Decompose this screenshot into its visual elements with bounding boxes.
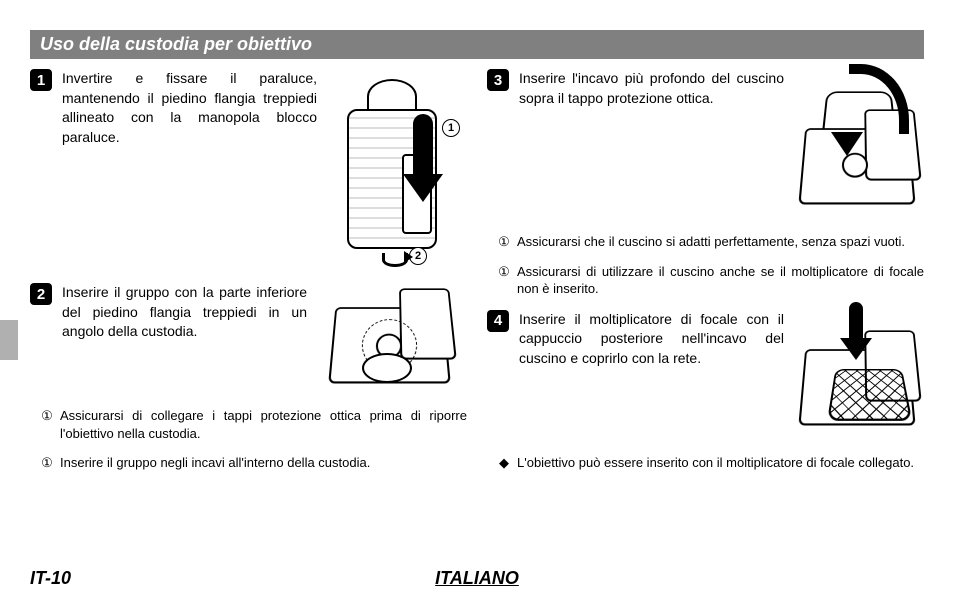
step-1-illustration: 1 2 [327, 69, 467, 269]
step-4: 4 Inserire il moltiplicatore di focale c… [487, 310, 924, 440]
diamond-icon: ◆ [497, 454, 511, 472]
step-2: 2 Inserire il gruppo con la parte inferi… [30, 283, 467, 393]
note-text: Inserire il gruppo negli incavi all'inte… [60, 454, 467, 472]
caution-icon: ① [40, 454, 54, 472]
section-heading: Uso della custodia per obiettivo [30, 30, 924, 59]
right-column: 3 Inserire l'incavo più profondo del cus… [487, 69, 924, 476]
note-text: Assicurarsi di utilizzare il cuscino anc… [517, 263, 924, 298]
left-column: 1 Invertire e fissare il paraluce, mante… [30, 69, 467, 476]
caution-icon: ① [40, 407, 54, 442]
language-label: ITALIANO [435, 568, 519, 589]
caution-icon: ① [497, 233, 511, 251]
side-tab [0, 320, 18, 360]
note: ◆ L'obiettivo può essere inserito con il… [497, 454, 924, 472]
step-4-text: Inserire il moltiplicatore di focale con… [519, 310, 784, 369]
step-number-badge: 1 [30, 69, 52, 91]
note: ① Inserire il gruppo negli incavi all'in… [40, 454, 467, 472]
note-text: Assicurarsi che il cuscino si adatti per… [517, 233, 924, 251]
note: ① Assicurarsi di collegare i tappi prote… [40, 407, 467, 442]
note-text: Assicurarsi di collegare i tappi protezi… [60, 407, 467, 442]
two-column-layout: 1 Invertire e fissare il paraluce, mante… [30, 69, 924, 476]
step-1: 1 Invertire e fissare il paraluce, mante… [30, 69, 467, 269]
step-2-illustration [317, 283, 467, 393]
note: ① Assicurarsi di utilizzare il cuscino a… [497, 263, 924, 298]
step-number-badge: 2 [30, 283, 52, 305]
step-1-text: Invertire e fissare il paraluce, mantene… [62, 69, 317, 147]
page-footer: IT-10 ITALIANO [30, 568, 924, 589]
step-4-illustration [794, 310, 924, 440]
step-number-badge: 3 [487, 69, 509, 91]
step-3: 3 Inserire l'incavo più profondo del cus… [487, 69, 924, 219]
note: ① Assicurarsi che il cuscino si adatti p… [497, 233, 924, 251]
step-number-badge: 4 [487, 310, 509, 332]
note-text: L'obiettivo può essere inserito con il m… [517, 454, 924, 472]
callout-1: 1 [442, 119, 460, 137]
step-3-illustration [794, 69, 924, 219]
caution-icon: ① [497, 263, 511, 298]
step-3-text: Inserire l'incavo più profondo del cusci… [519, 69, 784, 108]
step-2-text: Inserire il gruppo con la parte inferior… [62, 283, 307, 342]
page-number: IT-10 [30, 568, 71, 589]
